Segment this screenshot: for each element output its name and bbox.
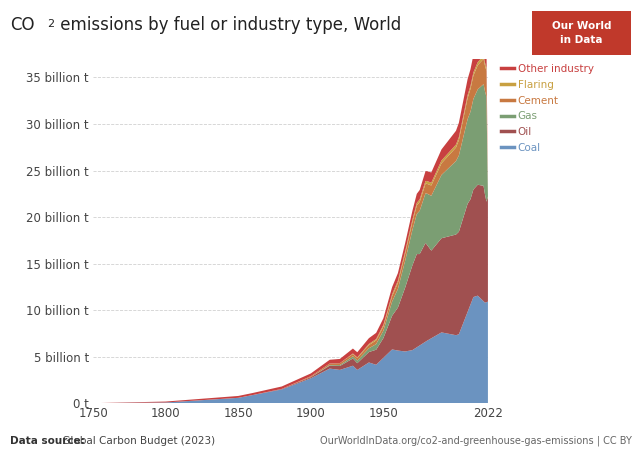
Text: Global Carbon Budget (2023): Global Carbon Budget (2023) (59, 436, 215, 446)
Text: Our World
in Data: Our World in Data (551, 21, 611, 45)
Legend: Other industry, Flaring, Cement, Gas, Oil, Coal: Other industry, Flaring, Cement, Gas, Oi… (501, 64, 594, 153)
Text: emissions by fuel or industry type, World: emissions by fuel or industry type, Worl… (55, 16, 401, 34)
Text: CO: CO (10, 16, 34, 34)
Text: 2: 2 (47, 19, 54, 29)
Text: Data source:: Data source: (10, 436, 85, 446)
Text: OurWorldInData.org/co2-and-greenhouse-gas-emissions | CC BY: OurWorldInData.org/co2-and-greenhouse-ga… (320, 436, 632, 446)
